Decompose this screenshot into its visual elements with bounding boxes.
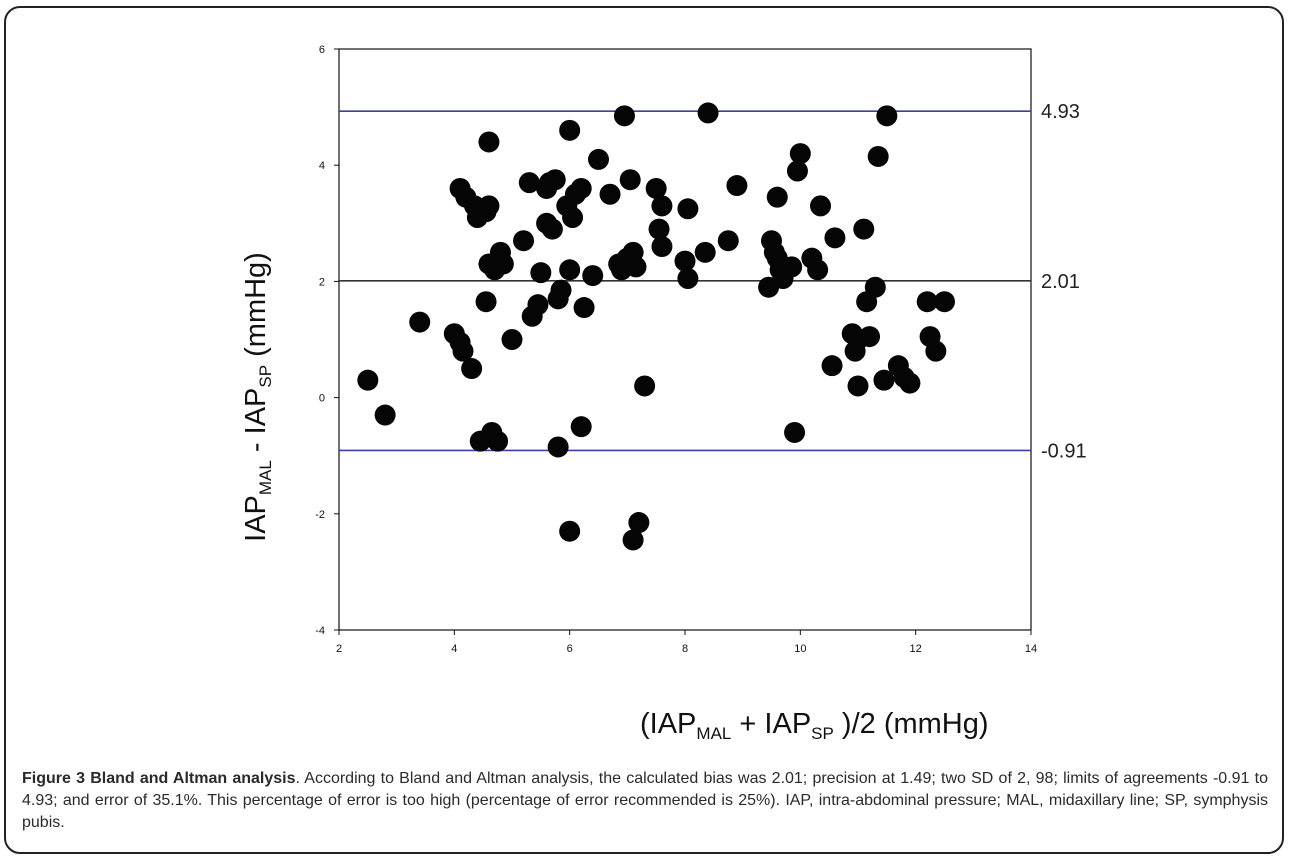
- data-point: [651, 236, 673, 258]
- data-point: [559, 259, 581, 281]
- data-point: [570, 416, 592, 438]
- x-tick-label: 14: [1025, 643, 1037, 655]
- data-point: [357, 369, 379, 391]
- data-point: [726, 175, 748, 197]
- data-point: [570, 177, 592, 199]
- x-tick-label: 10: [794, 643, 806, 655]
- data-point: [573, 297, 595, 319]
- data-point: [651, 195, 673, 217]
- data-point: [916, 291, 938, 313]
- data-point: [478, 195, 500, 217]
- data-point: [694, 241, 716, 263]
- data-point: [789, 143, 811, 165]
- y-tick-label: 0: [319, 393, 325, 405]
- data-point: [934, 291, 955, 313]
- data-point: [853, 218, 875, 240]
- data-point: [677, 198, 699, 220]
- data-point: [613, 105, 635, 127]
- y-tick-label: 4: [319, 160, 325, 172]
- data-point: [518, 172, 540, 194]
- y-tick-label: -2: [315, 509, 325, 521]
- data-point: [810, 195, 832, 217]
- data-point: [541, 218, 563, 240]
- data-point: [766, 186, 788, 208]
- data-point: [599, 183, 621, 205]
- reference-line-label: 4.93: [1041, 101, 1080, 123]
- data-point: [864, 276, 886, 298]
- data-point: [873, 369, 895, 391]
- x-tick-label: 4: [451, 643, 457, 655]
- caption-label: Figure 3 Bland and Altman analysis: [22, 770, 296, 787]
- data-point: [619, 169, 641, 191]
- data-point: [559, 520, 581, 542]
- y-tick-label: 6: [319, 44, 325, 56]
- data-point: [859, 326, 881, 348]
- data-point: [876, 105, 898, 127]
- data-point: [588, 148, 609, 170]
- data-point: [925, 340, 947, 362]
- data-point: [717, 230, 739, 252]
- data-point: [899, 372, 921, 394]
- x-tick-label: 6: [567, 643, 573, 655]
- data-point: [674, 250, 696, 272]
- data-point: [374, 404, 396, 426]
- data-point: [547, 436, 569, 458]
- data-point: [478, 131, 500, 153]
- data-point: [867, 145, 889, 167]
- x-tick-label: 8: [682, 643, 688, 655]
- reference-line-label: 2.01: [1041, 271, 1080, 293]
- data-point: [530, 262, 552, 284]
- data-point: [550, 279, 572, 301]
- data-point: [622, 529, 644, 551]
- y-tick-label: -4: [315, 625, 325, 637]
- data-point: [544, 169, 566, 191]
- data-point: [492, 253, 514, 275]
- data-point: [634, 375, 656, 397]
- data-point: [648, 218, 670, 240]
- data-point: [645, 177, 667, 199]
- data-point: [461, 358, 483, 380]
- data-point: [475, 291, 497, 313]
- caption-text: . According to Bland and Altman analysis…: [22, 770, 1268, 831]
- y-axis-label: IAPMAL - IAPSP (mmHg): [240, 252, 275, 542]
- data-point: [409, 311, 431, 333]
- data-point: [452, 340, 474, 362]
- x-axis-label: (IAPMAL + IAPSP )/2 (mmHg): [640, 708, 989, 743]
- data-point: [562, 206, 584, 228]
- y-tick-label: 2: [319, 276, 325, 288]
- x-tick-label: 12: [910, 643, 922, 655]
- data-point: [513, 230, 535, 252]
- data-point: [559, 119, 581, 141]
- figure-caption: Figure 3 Bland and Altman analysis. Acco…: [22, 768, 1268, 834]
- data-point: [781, 256, 803, 278]
- data-point: [807, 259, 829, 281]
- data-point: [847, 375, 869, 397]
- data-point: [487, 430, 509, 452]
- data-point: [677, 267, 699, 289]
- x-tick-label: 2: [336, 643, 342, 655]
- data-point: [501, 329, 523, 350]
- data-point: [697, 102, 719, 124]
- data-point: [824, 227, 846, 249]
- data-point: [784, 421, 806, 443]
- data-point: [821, 355, 843, 377]
- data-point: [527, 294, 549, 316]
- data-point: [625, 256, 647, 278]
- reference-line-label: -0.91: [1041, 440, 1087, 462]
- data-point: [786, 160, 808, 182]
- data-point: [628, 512, 650, 534]
- data-point: [582, 265, 604, 287]
